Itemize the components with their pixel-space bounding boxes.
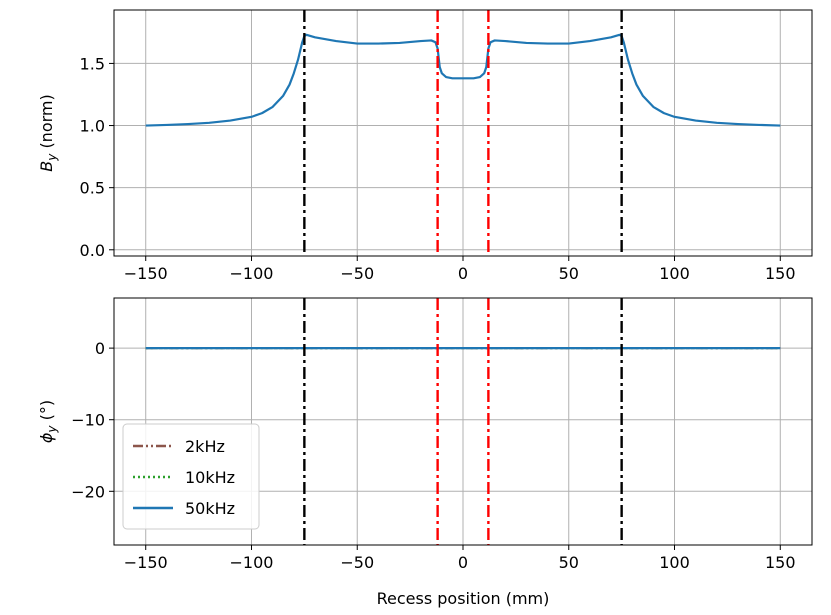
x-tick-label: −100 [230, 553, 274, 572]
bottom-axes-phase: −150 −100 −50 0 50 100 150 0 −10 −20 ϕy (°) Recess … [37, 297, 813, 608]
x-tick-label: 50 [559, 553, 579, 572]
legend-label: 10kHz [185, 468, 235, 487]
y-tick-label: 1.0 [80, 117, 105, 136]
y-tick-label: 1.5 [80, 54, 105, 73]
x-tick-label: 0 [458, 264, 468, 283]
y-tick-label: 0.0 [80, 241, 105, 260]
legend-box [122, 423, 260, 530]
y-axis-label: ϕy (°) [37, 400, 59, 443]
legend-label: 50kHz [185, 499, 235, 518]
plot-area [145, 10, 781, 256]
top-axes-magnitude: −150 −100 −50 0 50 100 150 0.0 0.5 1.0 1.5 By (norm… [37, 9, 813, 283]
legend-label: 2kHz [185, 437, 225, 456]
y-tick-label: 0.5 [80, 179, 105, 198]
x-tick-label: −100 [230, 264, 274, 283]
x-tick-label: 150 [765, 264, 796, 283]
x-tick-label: 50 [559, 264, 579, 283]
y-axis-label: By (norm) [37, 94, 59, 171]
legend: 2kHz 10kHz 50kHz [122, 423, 260, 530]
x-tick-label: 150 [765, 553, 796, 572]
x-tick-label: −50 [340, 553, 374, 572]
x-tick-label: 0 [458, 553, 468, 572]
y-tick-label: 0 [95, 339, 105, 358]
grid [114, 10, 812, 256]
x-tick-label: −150 [124, 264, 168, 283]
x-tick-label: 100 [659, 264, 690, 283]
x-axis-label: Recess position (mm) [377, 589, 550, 608]
y-tick-label: −20 [71, 482, 105, 501]
plot-area [145, 298, 781, 545]
x-tick-label: −150 [124, 553, 168, 572]
x-tick-label: −50 [340, 264, 374, 283]
x-tick-label: 100 [659, 553, 690, 572]
series-line [145, 33, 781, 127]
y-tick-label: −10 [71, 411, 105, 430]
